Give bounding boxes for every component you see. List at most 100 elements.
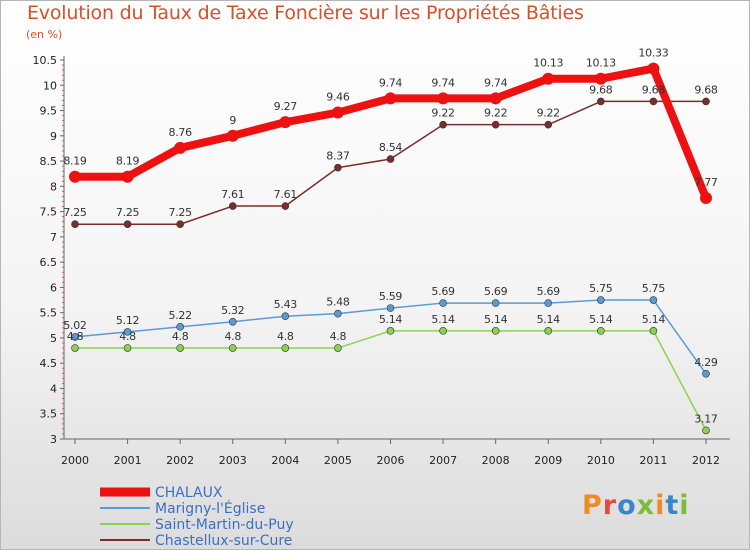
- data-label: 3.17: [694, 412, 718, 425]
- data-label: 9.74: [431, 76, 455, 89]
- data-label: 7.25: [169, 206, 193, 219]
- data-label: 4.8: [277, 330, 294, 343]
- data-point: [334, 344, 342, 352]
- x-tick-label: 2011: [639, 454, 667, 467]
- data-label: 9.22: [431, 107, 454, 120]
- data-point: [649, 327, 658, 335]
- data-label: 5.69: [484, 285, 508, 298]
- data-point: [121, 170, 134, 183]
- x-tick-label: 2008: [482, 454, 510, 467]
- y-tick-label: 6.5: [40, 256, 58, 269]
- x-tick-label: 2010: [587, 454, 615, 467]
- data-label: 5.02: [63, 319, 86, 332]
- data-label: 4.8: [330, 330, 347, 343]
- y-tick-label: 8: [50, 180, 57, 193]
- y-tick-label: 5.5: [40, 307, 58, 320]
- data-point: [647, 62, 660, 75]
- data-label: 5.14: [537, 313, 561, 326]
- x-tick-label: 2012: [692, 454, 720, 467]
- y-tick-label: 8.5: [40, 155, 58, 168]
- data-label: 10.13: [586, 57, 616, 70]
- data-point: [489, 92, 502, 105]
- data-label: 8.19: [116, 155, 140, 168]
- legend-label: Saint-Martin-du-Puy: [155, 517, 294, 533]
- x-tick-label: 2000: [61, 454, 89, 467]
- data-point: [334, 163, 342, 172]
- y-tick-label: 10.5: [33, 54, 58, 67]
- data-label: 9.22: [484, 107, 507, 120]
- data-label: 4.29: [694, 356, 718, 369]
- proxiti-logo: Proxiti: [582, 490, 690, 521]
- data-label: 8.37: [326, 150, 350, 163]
- data-label: 9.27: [274, 100, 298, 113]
- data-point: [386, 155, 395, 163]
- data-point: [228, 317, 237, 326]
- data-point: [228, 344, 237, 352]
- data-label: 5.43: [274, 298, 298, 311]
- data-point: [544, 120, 553, 129]
- y-tick-label: 4.5: [40, 357, 58, 370]
- data-point: [71, 344, 79, 352]
- x-tick-label: 2007: [429, 454, 457, 467]
- data-label: 5.14: [642, 313, 666, 326]
- data-point: [597, 327, 605, 335]
- data-label: 5.22: [169, 309, 192, 322]
- data-label: 4.8: [172, 330, 189, 343]
- data-label: 9.46: [326, 91, 350, 104]
- data-label: 5.14: [484, 313, 508, 326]
- data-point: [123, 344, 132, 352]
- data-point: [597, 97, 605, 106]
- data-label: 5.14: [589, 313, 613, 326]
- data-label: 8.19: [63, 155, 87, 168]
- data-point: [176, 220, 184, 229]
- x-tick-label: 2001: [114, 454, 142, 467]
- data-label: 5.12: [116, 314, 139, 327]
- data-label: 4.8: [67, 330, 84, 343]
- data-point: [439, 327, 447, 335]
- data-point: [226, 129, 239, 142]
- data-point: [176, 344, 184, 352]
- data-point: [700, 191, 712, 204]
- x-tick-label: 2004: [271, 454, 299, 467]
- data-label: 7.61: [221, 188, 244, 201]
- data-point: [439, 120, 447, 129]
- data-point: [544, 327, 553, 335]
- data-label: 4.8: [119, 330, 136, 343]
- data-point: [123, 220, 132, 229]
- series-line-2: [75, 330, 707, 431]
- data-label: 7.61: [274, 188, 297, 201]
- data-label: 9.74: [484, 76, 508, 89]
- data-label: 9.68: [694, 83, 718, 96]
- data-point: [702, 370, 710, 378]
- legend-label: Marigny-l'Église: [155, 500, 265, 517]
- data-point: [491, 299, 500, 307]
- data-point: [439, 299, 447, 307]
- y-tick-label: 7.5: [40, 206, 58, 219]
- y-tick-label: 3: [50, 433, 57, 446]
- data-point: [331, 106, 344, 119]
- data-label: 10.13: [533, 57, 563, 70]
- data-point: [281, 344, 290, 352]
- data-point: [123, 328, 132, 336]
- y-tick-label: 3.5: [40, 408, 58, 421]
- data-point: [279, 116, 292, 129]
- data-point: [544, 299, 553, 307]
- legend-label: Chastellux-sur-Cure: [155, 533, 292, 549]
- data-point: [437, 92, 450, 105]
- data-point: [702, 426, 710, 435]
- y-tick-label: 9.5: [40, 105, 58, 118]
- x-tick-label: 2003: [219, 454, 247, 467]
- y-tick-label: 7: [50, 231, 57, 244]
- y-tick-label: 5: [50, 332, 57, 345]
- data-point: [228, 202, 237, 210]
- data-label: 5.14: [379, 313, 403, 326]
- data-point: [281, 202, 290, 210]
- data-label: 7.77: [694, 176, 718, 189]
- data-label: 5.69: [431, 285, 455, 298]
- data-point: [702, 97, 710, 106]
- x-tick-label: 2005: [324, 454, 352, 467]
- y-tick-label: 10: [43, 79, 57, 92]
- data-point: [386, 304, 395, 312]
- data-label: 4.8: [224, 330, 241, 343]
